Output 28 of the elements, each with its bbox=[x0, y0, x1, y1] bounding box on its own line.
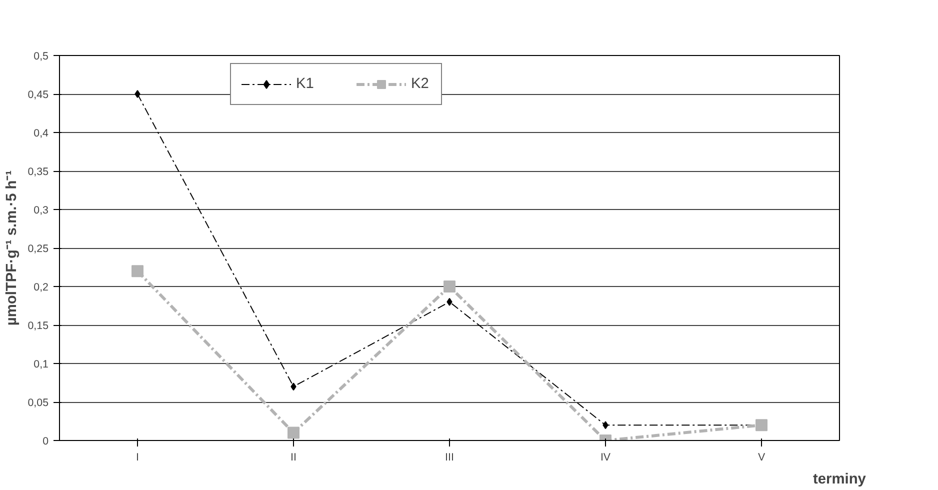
y-axis-title: µmolTPF·g⁻¹ s.m.·5 h⁻¹ bbox=[4, 170, 20, 326]
y-tick-label: 0,45 bbox=[28, 89, 49, 101]
point bbox=[446, 298, 452, 306]
x-tick-label: V bbox=[758, 452, 766, 464]
legend-label: K2 bbox=[411, 76, 430, 92]
x-tick-label: I bbox=[136, 452, 139, 464]
x-tick-label: IV bbox=[600, 452, 612, 464]
y-tick-label: 0,25 bbox=[28, 243, 49, 255]
y-tick-label: 0,3 bbox=[34, 204, 49, 216]
point bbox=[132, 265, 144, 278]
point bbox=[602, 421, 608, 430]
point bbox=[756, 419, 768, 432]
x-tick-label: II bbox=[290, 452, 296, 464]
point bbox=[290, 382, 296, 391]
point bbox=[288, 426, 300, 439]
legend-label: K1 bbox=[296, 76, 315, 92]
y-tick-label: 0 bbox=[42, 436, 49, 448]
y-tick-label: 0,05 bbox=[28, 397, 49, 409]
y-tick-label: 0,2 bbox=[34, 282, 49, 294]
x-tick-label: III bbox=[445, 452, 454, 464]
y-tick-label: 0,1 bbox=[34, 358, 49, 370]
y-tick-label: 0,5 bbox=[34, 50, 49, 62]
y-tick-label: 0,35 bbox=[28, 166, 49, 178]
y-tick-label: 0,4 bbox=[34, 128, 49, 140]
point bbox=[134, 90, 140, 98]
point bbox=[444, 280, 456, 292]
x-axis-title: terminy bbox=[813, 472, 867, 488]
y-tick-label: 0,15 bbox=[28, 320, 49, 332]
